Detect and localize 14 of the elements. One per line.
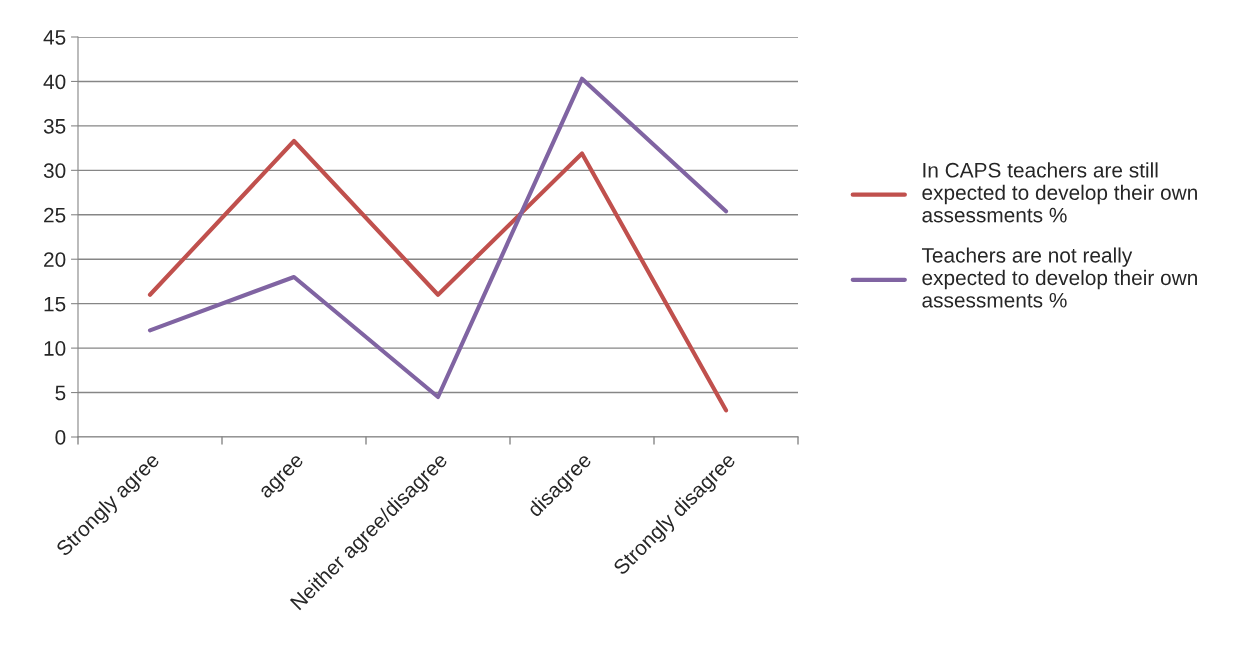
y-tick-label: 25 bbox=[44, 207, 66, 223]
y-tick-label: 20 bbox=[44, 252, 66, 267]
legend-label: In CAPS teachers are still expected to develop their own assessments % bbox=[922, 162, 1197, 223]
y-tick-label: 5 bbox=[55, 385, 66, 401]
line-series bbox=[147, 138, 729, 413]
y-tick-label: 0 bbox=[55, 430, 66, 445]
y-tick-label: 45 bbox=[43, 30, 66, 45]
line-series bbox=[147, 76, 729, 400]
legend-label: Teachers are not really expected to develop their own assessments % bbox=[921, 247, 1197, 308]
y-tick-label: 40 bbox=[43, 74, 66, 90]
y-tick-label: 15 bbox=[44, 296, 66, 312]
y-tick-label: 10 bbox=[44, 341, 66, 356]
y-tick-label: 30 bbox=[43, 163, 66, 179]
y-tick-label: 35 bbox=[43, 118, 66, 134]
